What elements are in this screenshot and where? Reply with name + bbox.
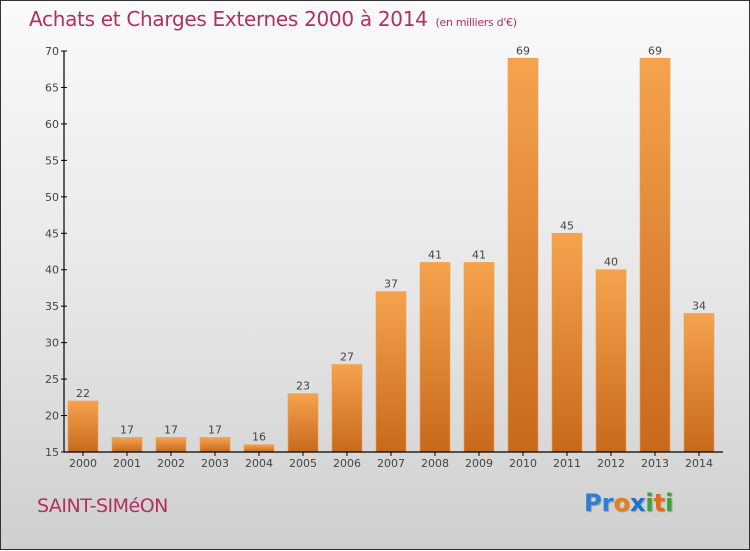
bar-2002 [155, 437, 187, 453]
x-tick-label-2004: 2004 [245, 457, 273, 470]
x-tick-label-2001: 2001 [113, 457, 141, 470]
value-label-2007: 37 [384, 278, 398, 291]
value-label-2006: 27 [340, 351, 354, 364]
x-tick-label-2012: 2012 [597, 457, 625, 470]
logo-letter: i [645, 489, 654, 517]
value-label-2010: 69 [516, 44, 530, 57]
y-tick-label-40: 40 [45, 264, 59, 277]
commune-name: SAINT-SIMéON [37, 495, 168, 517]
bar-2003 [199, 437, 231, 453]
bar-2013 [639, 57, 671, 453]
bar-2001 [111, 437, 143, 453]
x-tick-label-2009: 2009 [465, 457, 493, 470]
y-tick-label-50: 50 [45, 191, 59, 204]
value-label-2003: 17 [208, 423, 222, 436]
x-tick-label-2006: 2006 [333, 457, 361, 470]
bar-2009 [463, 262, 495, 453]
x-tick-label-2003: 2003 [201, 457, 229, 470]
y-tick-label-45: 45 [45, 227, 59, 240]
bar-2000 [67, 400, 99, 453]
y-tick-label-65: 65 [45, 81, 59, 94]
logo-letter: P [584, 489, 602, 517]
chart-title-text: Achats et Charges Externes 2000 à 2014 [29, 7, 428, 31]
x-tick-label-2013: 2013 [641, 457, 669, 470]
value-label-2014: 34 [692, 299, 706, 312]
x-tick-label-2005: 2005 [289, 457, 317, 470]
bars-group: 22 17 17 17 16 23 27 37 41 41 69 45 40 69 34 [67, 44, 715, 453]
y-tick-label-25: 25 [45, 373, 59, 386]
value-label-2000: 22 [76, 387, 90, 400]
y-tick-label-20: 20 [45, 410, 59, 423]
bar-2014 [683, 313, 715, 453]
bar-2007 [375, 291, 407, 453]
value-label-2013: 69 [648, 44, 662, 57]
x-tick-label-2010: 2010 [509, 457, 537, 470]
logo-letter: i [665, 489, 674, 517]
x-tick-label-2000: 2000 [69, 457, 97, 470]
logo-letter: o [613, 489, 630, 517]
logo-letter: t [653, 489, 666, 517]
value-label-2012: 40 [604, 256, 618, 269]
x-tick-label-2002: 2002 [157, 457, 185, 470]
proxiti-logo[interactable]: Proxiti [584, 489, 673, 517]
bar-2004 [243, 444, 275, 453]
bar-2010 [507, 57, 539, 453]
bar-2011 [551, 232, 583, 453]
value-label-2004: 16 [252, 431, 266, 444]
x-tick-label-2008: 2008 [421, 457, 449, 470]
bar-2008 [419, 262, 451, 453]
bar-2012 [595, 269, 627, 453]
value-label-2008: 41 [428, 248, 442, 261]
x-tick-label-2011: 2011 [553, 457, 581, 470]
y-tick-label-60: 60 [45, 118, 59, 131]
value-label-2001: 17 [120, 423, 134, 436]
value-label-2009: 41 [472, 248, 486, 261]
value-label-2011: 45 [560, 219, 574, 232]
bar-2005 [287, 393, 319, 453]
x-tick-label-2014: 2014 [685, 457, 713, 470]
y-tick-label-70: 70 [45, 45, 59, 58]
value-label-2002: 17 [164, 423, 178, 436]
y-tick-label-30: 30 [45, 337, 59, 350]
chart-title: Achats et Charges Externes 2000 à 2014 (e… [29, 7, 517, 31]
y-tick-label-55: 55 [45, 154, 59, 167]
chart-unit: (en milliers d'€) [435, 16, 517, 29]
x-tick-label-2007: 2007 [377, 457, 405, 470]
axes-group: 2000 2001 2002 2003 2004 2005 2006 2007 2008 2009… [45, 45, 723, 470]
y-tick-label-15: 15 [45, 446, 59, 459]
logo-letter: x [629, 489, 646, 517]
value-label-2005: 23 [296, 380, 310, 393]
logo-letter: r [601, 489, 614, 517]
y-tick-label-35: 35 [45, 300, 59, 313]
bar-2006 [331, 364, 363, 453]
